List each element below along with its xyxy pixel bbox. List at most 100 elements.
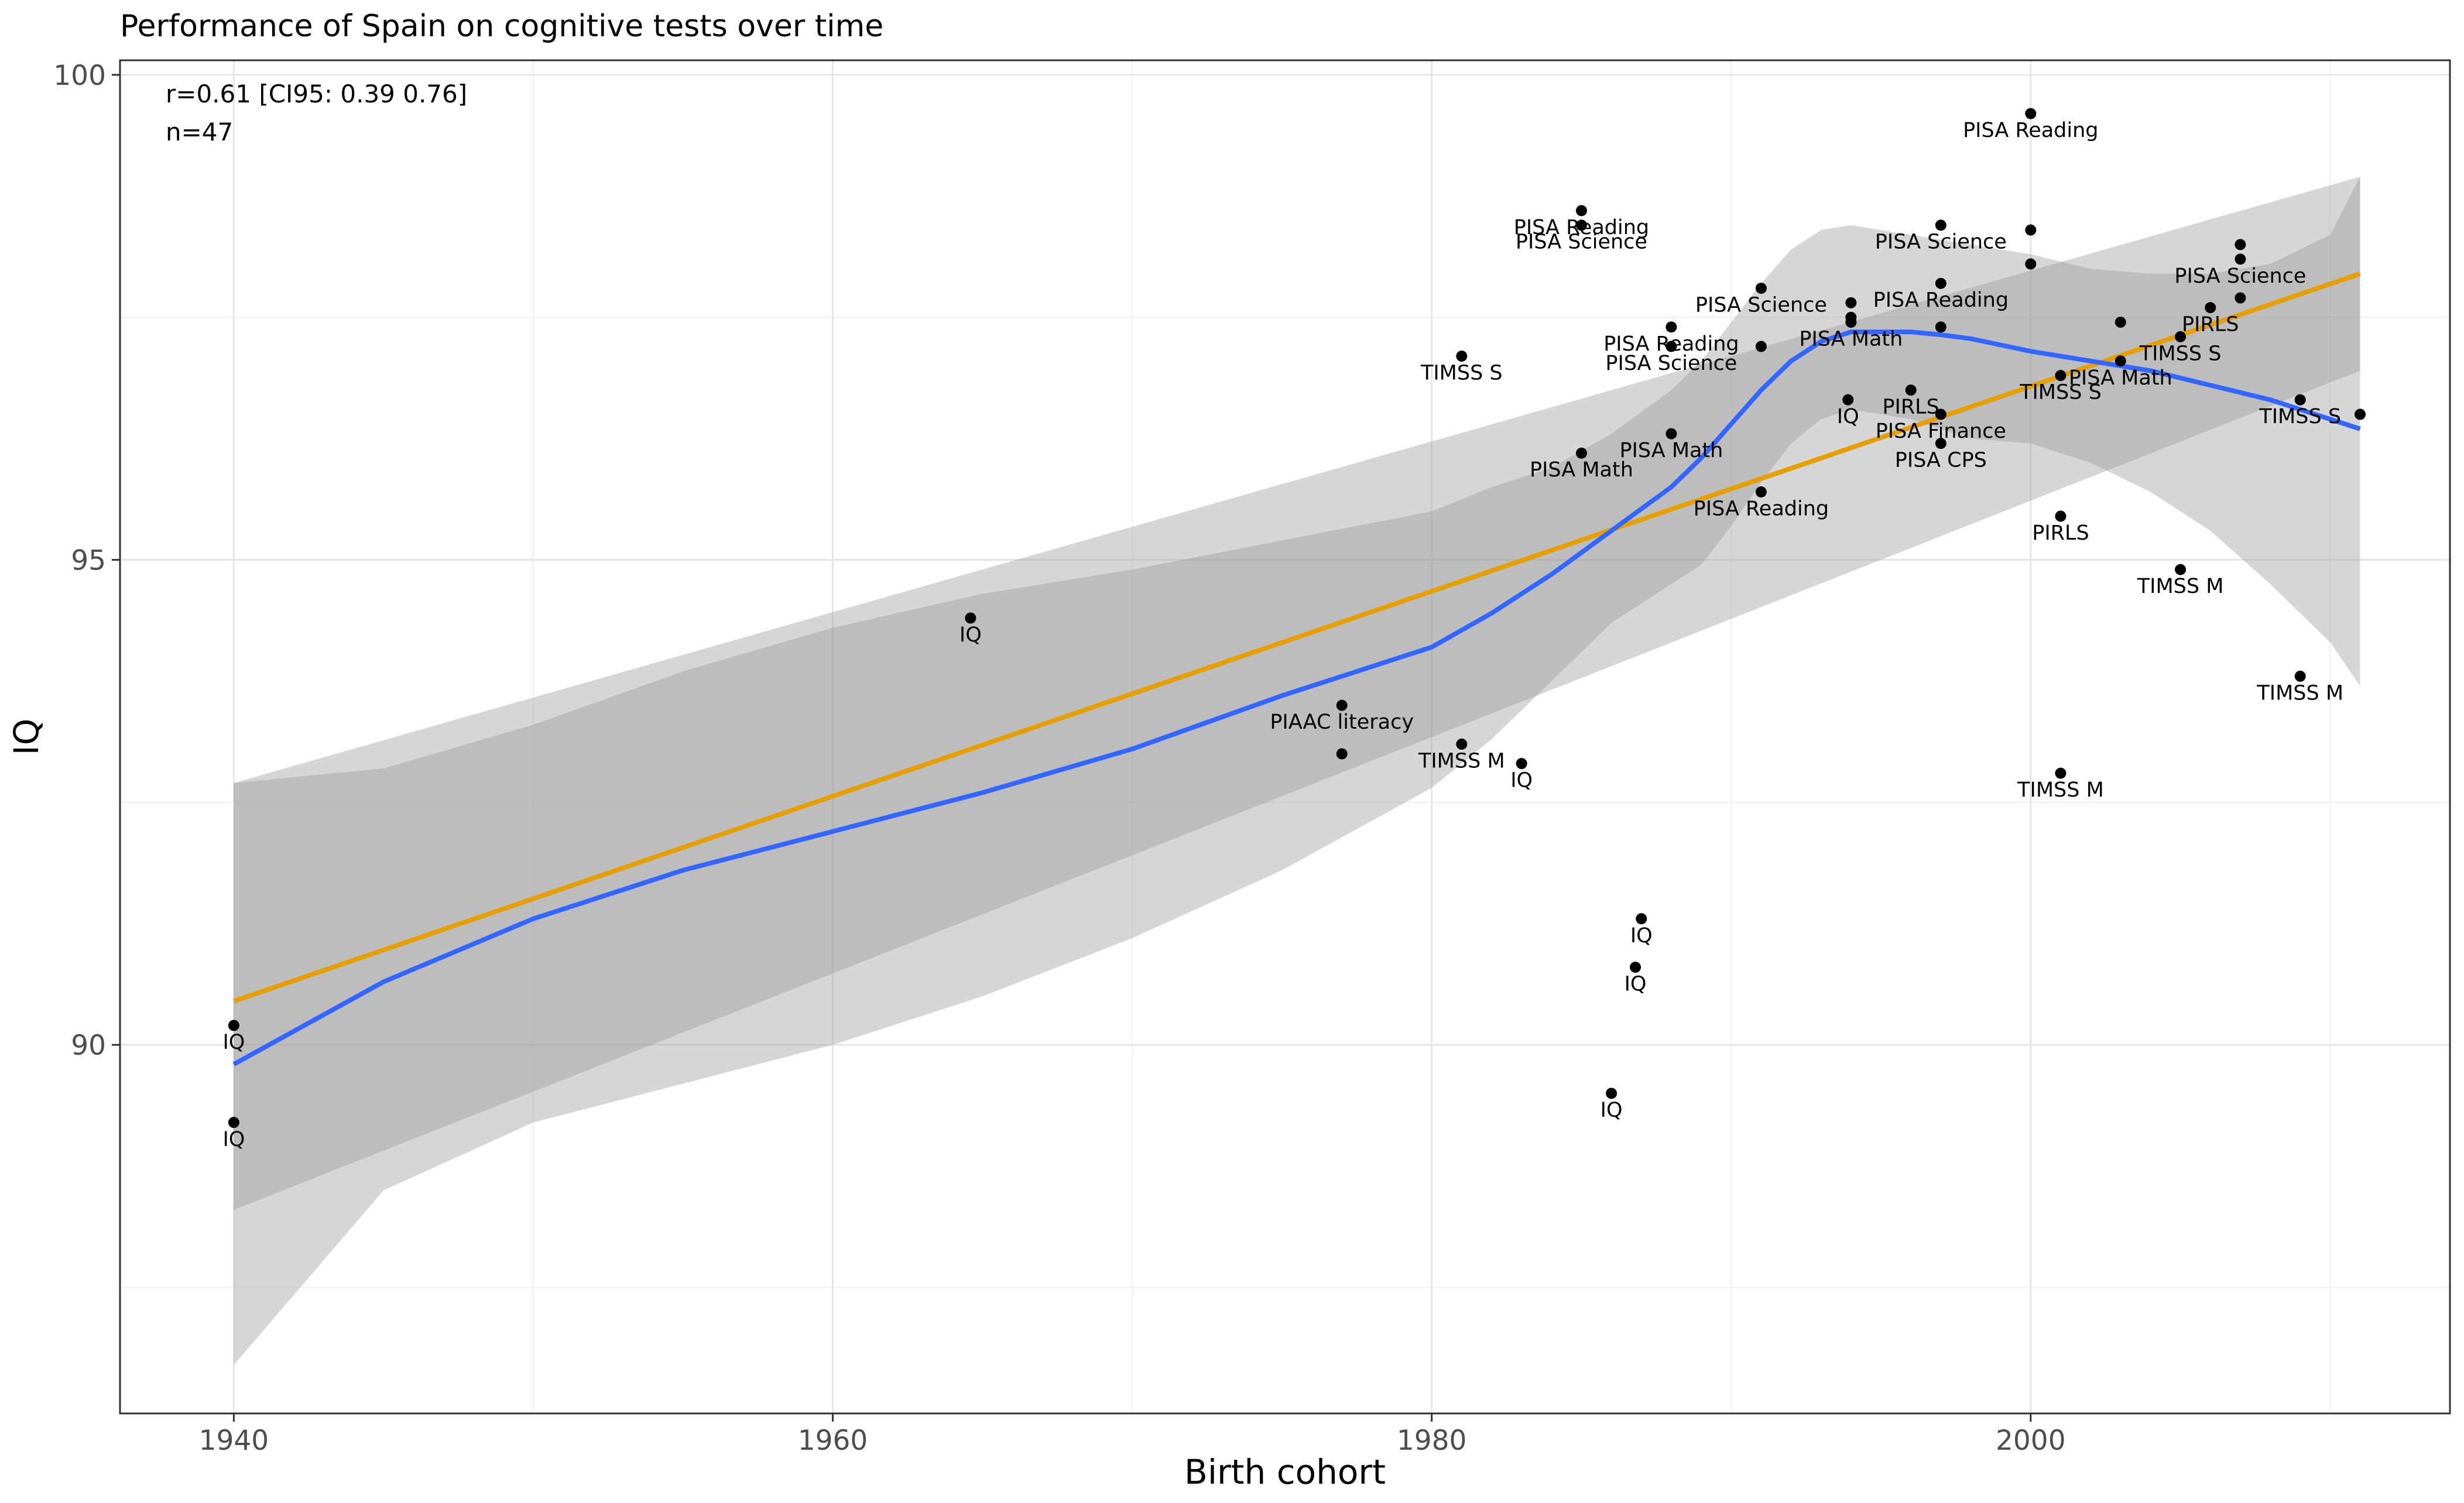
point-label: TIMSS M xyxy=(2017,778,2104,802)
point-label: PIRLS xyxy=(2032,521,2089,545)
data-point xyxy=(2294,670,2306,682)
y-tick-label: 95 xyxy=(71,545,106,577)
data-point xyxy=(1845,297,1857,308)
point-label: PISA Reading xyxy=(1694,497,1829,521)
x-tick-label: 2000 xyxy=(1996,1425,2066,1457)
data-point xyxy=(1636,913,1647,925)
y-axis-title: IQ xyxy=(6,719,46,756)
data-point xyxy=(2055,370,2067,382)
point-label: PIRLS xyxy=(2182,313,2239,337)
data-point xyxy=(1935,219,1946,231)
point-label: IQ xyxy=(959,623,982,647)
x-tick-label: 1980 xyxy=(1397,1425,1467,1457)
point-label: PISA Science xyxy=(1605,352,1737,375)
point-label: PISA Reading xyxy=(1963,119,2098,142)
data-point xyxy=(2025,224,2037,236)
point-label: PISA Finance xyxy=(1876,420,2006,443)
point-label: PISA CPS xyxy=(1895,449,1987,472)
data-point xyxy=(1516,758,1527,770)
x-tick-label: 1940 xyxy=(199,1425,269,1457)
data-point xyxy=(1575,219,1587,231)
point-label: PISA Math xyxy=(2069,366,2172,390)
point-label: PISA Science xyxy=(1516,231,1647,254)
plot-panel xyxy=(120,60,2450,1413)
chart-title: Performance of Spain on cognitive tests … xyxy=(120,9,883,44)
point-label: TIMSS S xyxy=(2139,342,2222,365)
grid xyxy=(120,60,2450,1413)
point-label: PIRLS xyxy=(1882,395,1939,418)
fit-lines xyxy=(232,271,2361,1066)
data-point xyxy=(1755,341,1767,352)
data-point xyxy=(2294,394,2306,406)
data-point xyxy=(1336,699,1348,711)
annotation-correlation: r=0.61 [CI95: 0.39 0.76] xyxy=(166,80,467,108)
data-point xyxy=(2055,767,2067,779)
y-tick-label: 90 xyxy=(71,1030,106,1062)
point-label: IQ xyxy=(222,1128,245,1151)
data-point xyxy=(1665,341,1677,352)
data-point xyxy=(1842,394,1854,406)
point-label: PISA Math xyxy=(1619,439,1723,462)
point-label: PISA Reading xyxy=(1603,332,1739,356)
data-point xyxy=(1905,384,1917,396)
x-tick-label: 1960 xyxy=(798,1425,868,1457)
point-label: PISA Science xyxy=(2174,265,2306,288)
data-point xyxy=(2055,510,2067,522)
data-point xyxy=(1935,438,1946,449)
data-point xyxy=(228,1117,239,1128)
point-label: TIMSS M xyxy=(2137,575,2224,598)
data-point xyxy=(228,1020,239,1031)
data-point xyxy=(1575,205,1587,217)
loess-confidence-band xyxy=(234,176,2360,1365)
point-label: IQ xyxy=(1625,973,1647,996)
point-label: TIMSS S xyxy=(1420,361,1503,385)
data-point xyxy=(1755,486,1767,498)
point-label: IQ xyxy=(1601,1099,1623,1122)
plot-border xyxy=(119,59,2451,1415)
point-label: PISA Reading xyxy=(1514,216,1649,239)
data-point xyxy=(1336,748,1348,760)
point-label: PISA Math xyxy=(1530,458,1633,482)
data-point xyxy=(2115,316,2126,328)
point-label: TIMSS M xyxy=(1418,749,1505,773)
data-point xyxy=(1665,428,1677,440)
point-label: TIMSS S xyxy=(2259,405,2341,428)
linear-fit-line xyxy=(233,271,2361,1004)
loess-fit-line xyxy=(232,330,2361,1066)
data-point xyxy=(2235,253,2246,265)
point-label: PISA Science xyxy=(1695,293,1827,317)
point-label: IQ xyxy=(1630,924,1653,948)
data-point xyxy=(2175,331,2187,342)
data-point xyxy=(1456,350,1468,362)
annotation-n: n=47 xyxy=(166,118,233,146)
point-label: TIMSS M xyxy=(2256,681,2343,705)
point-label: TIMSS S xyxy=(2019,381,2102,404)
data-point xyxy=(1456,738,1468,750)
data-point xyxy=(2235,239,2246,250)
data-point xyxy=(2205,302,2216,314)
point-label: PISA Math xyxy=(1799,327,1903,351)
data-point xyxy=(2115,355,2126,367)
point-label: IQ xyxy=(1510,769,1533,792)
point-label: IQ xyxy=(222,1031,245,1054)
data-point xyxy=(1935,321,1946,333)
axes: 1940 1960 1980 2000 90 95 100 xyxy=(53,60,2065,1457)
data-point xyxy=(1665,321,1677,333)
data-point xyxy=(1630,962,1641,973)
data-point xyxy=(1845,316,1857,328)
data-point xyxy=(2235,292,2246,304)
data-point xyxy=(1575,447,1587,459)
data-points xyxy=(228,108,2366,1128)
data-point xyxy=(2355,409,2366,420)
data-point xyxy=(2025,258,2037,270)
data-point xyxy=(965,612,976,624)
point-label: PISA Reading xyxy=(1873,289,2009,312)
x-axis-title: Birth cohort xyxy=(1184,1452,1386,1492)
data-point xyxy=(1935,409,1946,420)
data-point xyxy=(1935,277,1946,289)
data-point xyxy=(1606,1087,1617,1099)
point-label: PISA Science xyxy=(1875,231,2007,254)
data-point xyxy=(2175,564,2187,575)
